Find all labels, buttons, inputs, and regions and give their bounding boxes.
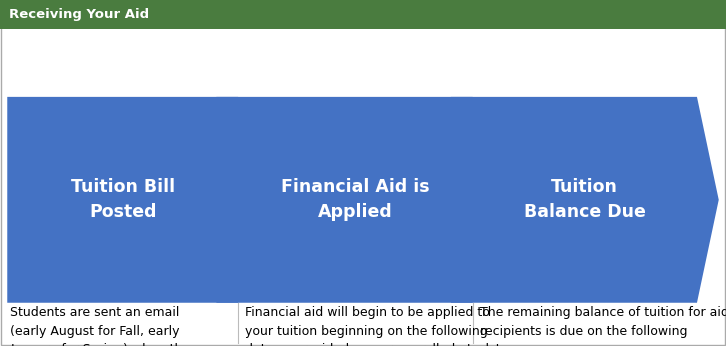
FancyBboxPatch shape bbox=[0, 0, 726, 29]
Polygon shape bbox=[216, 97, 494, 303]
Text: The remaining balance of tuition for aid
recipients is due on the following
date: The remaining balance of tuition for aid… bbox=[480, 306, 726, 346]
Text: Financial Aid is
Applied: Financial Aid is Applied bbox=[281, 178, 430, 221]
Text: Financial aid will begin to be applied to
your tuition beginning on the followin: Financial aid will begin to be applied t… bbox=[245, 306, 490, 346]
Text: Students are sent an email
(early August for Fall, early
January for Spring) whe: Students are sent an email (early August… bbox=[10, 306, 204, 346]
Text: Tuition
Balance Due: Tuition Balance Due bbox=[524, 178, 645, 221]
Text: Receiving Your Aid: Receiving Your Aid bbox=[9, 8, 149, 21]
Polygon shape bbox=[7, 97, 260, 303]
Text: Tuition Bill
Posted: Tuition Bill Posted bbox=[70, 178, 175, 221]
Polygon shape bbox=[451, 97, 719, 303]
